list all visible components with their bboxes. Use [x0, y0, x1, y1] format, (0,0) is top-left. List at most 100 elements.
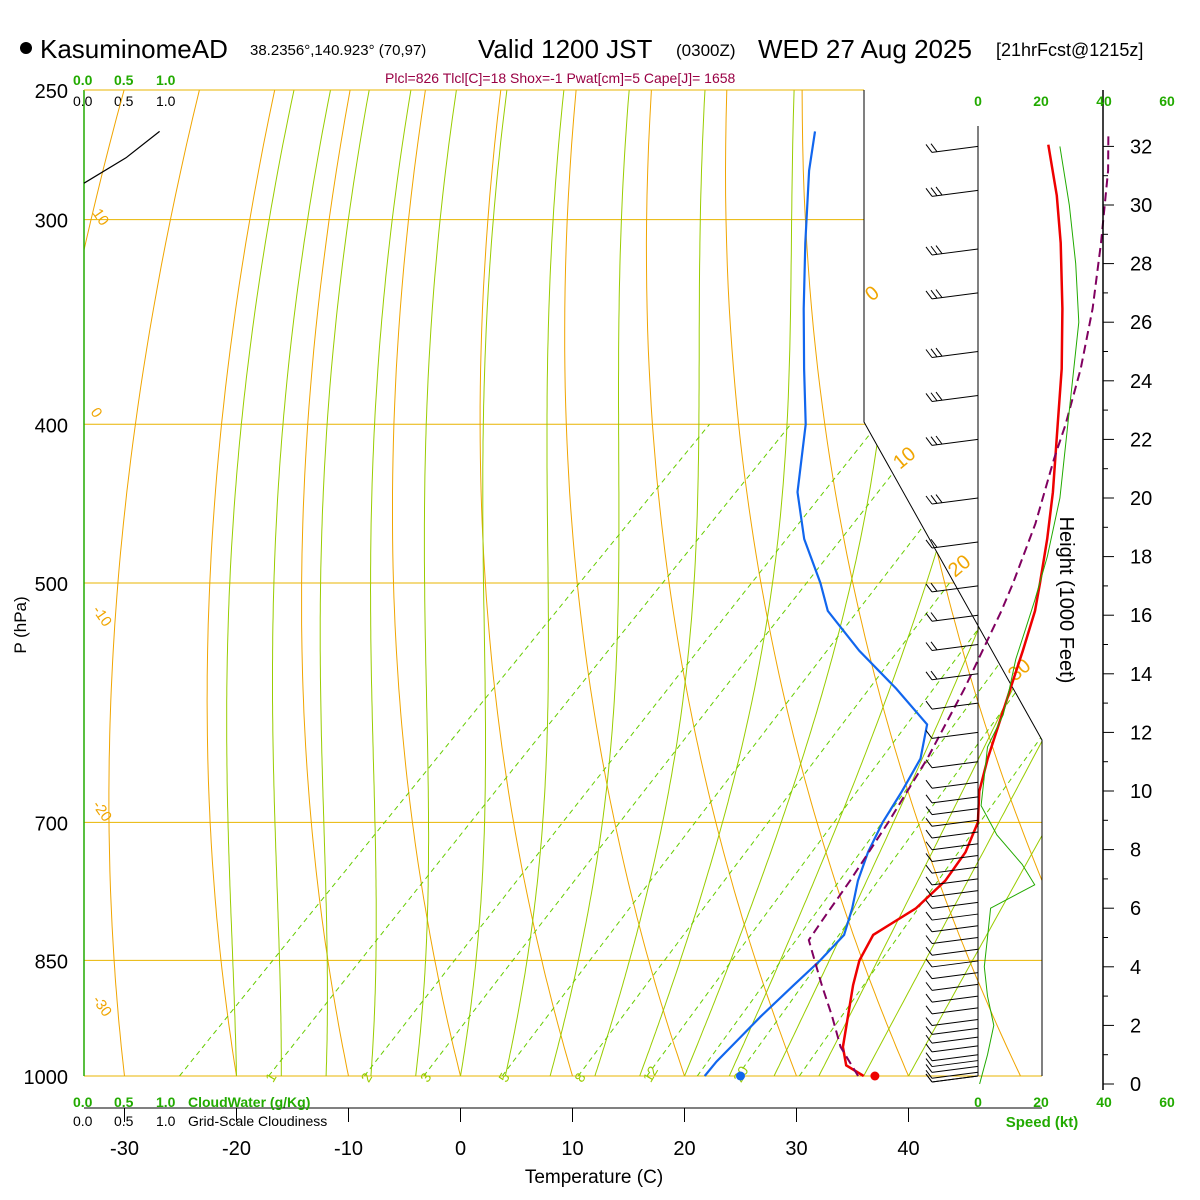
wind-barb-flag	[935, 435, 943, 445]
wind-scale-bottom-label: 0	[974, 1094, 982, 1110]
wind-barb-staff	[931, 438, 979, 446]
wind-barb-staff	[931, 866, 979, 874]
wind-barb-flag	[925, 1043, 933, 1053]
bottom-black-label-1: 0.5	[114, 1113, 134, 1129]
wind-barb-flag	[925, 888, 933, 897]
wind-barb-flag	[930, 538, 938, 548]
bottom-green-label-0: 0.0	[73, 1094, 93, 1110]
wind-barb-staff	[931, 960, 979, 968]
wind-barb-flag	[925, 1073, 933, 1083]
wind-barb-flag	[930, 143, 938, 152]
wind-barb-staff	[931, 854, 979, 862]
wind-barb-flag	[925, 539, 933, 549]
pressure-tick-label: 1000	[24, 1067, 69, 1089]
height-tick-label: 0	[1130, 1074, 1141, 1096]
wind-barb-flag	[925, 794, 933, 804]
height-tick-label: 18	[1130, 547, 1152, 569]
header-bullet	[20, 42, 32, 54]
height-tick-label: 22	[1130, 429, 1152, 451]
wind-barb	[925, 1034, 979, 1044]
mixing-ratio-line	[364, 423, 879, 1076]
dry-adiabat-line	[801, 90, 1021, 1076]
header-utc: (0300Z)	[676, 41, 736, 60]
wind-barb-staff	[931, 189, 979, 197]
dry-adiabat-label: 20	[944, 551, 975, 582]
wind-barb	[925, 970, 979, 980]
wind-barb-flag	[925, 876, 933, 886]
header-coords: 38.2356°,140.923° (70,97)	[250, 42, 426, 59]
wind-barb-flag	[925, 923, 933, 933]
dry-adiabats	[84, 61, 1200, 1076]
wind-barb-staff	[931, 843, 979, 851]
wind-barb-staff	[931, 1045, 979, 1053]
wind-barb-flag	[935, 347, 943, 357]
wind-barb-staff	[931, 614, 979, 622]
wind-barb-flag	[930, 670, 938, 680]
wind-barb	[925, 641, 979, 651]
bottom-green-label-2: 1.0	[156, 1094, 176, 1110]
x-tick-label: 20	[673, 1138, 695, 1160]
wind-barb-staff	[931, 913, 979, 921]
x-tick-label: 0	[455, 1138, 466, 1160]
dry-adiabat-line	[392, 90, 461, 1076]
wind-barb-staff	[931, 292, 979, 300]
bottom-black-label-2: 1.0	[156, 1113, 176, 1129]
wind-panel: 0020204040606002468101214161820222426283…	[925, 90, 1175, 1110]
top-green-label-0: 0.0	[73, 72, 93, 88]
wind-barb	[925, 612, 979, 622]
wind-barb-staff	[931, 1071, 979, 1079]
wind-barb-staff	[931, 761, 979, 769]
wind-barb	[925, 143, 979, 153]
wind-barb-flag	[925, 642, 933, 651]
mixing-ratio-line	[577, 423, 1042, 1076]
wind-barb	[925, 1052, 979, 1062]
dry-adiabat-line	[1175, 61, 1200, 1076]
wind-barb-flag	[925, 1052, 933, 1061]
height-axis-title: Height (1000 Feet)	[1055, 517, 1077, 684]
wind-barb-flag	[925, 700, 933, 710]
mixing-ratio-label: 12	[639, 1063, 661, 1085]
wind-barb-flag	[935, 289, 943, 298]
wind-barb-flag	[925, 829, 933, 839]
x-tick-label: -30	[110, 1138, 139, 1160]
wind-barb	[925, 1017, 979, 1027]
stability-indices: Plcl=826 Tlcl[C]=18 Shox=-1 Pwat[cm]=5 C…	[385, 70, 736, 86]
header-forecast: [21hrFcst@1215z]	[996, 40, 1143, 60]
wind-barb-flag	[925, 900, 933, 909]
wind-barb-flag	[930, 494, 938, 504]
wind-barb-staff	[931, 1027, 979, 1035]
pressure-tick-label: 300	[35, 211, 68, 233]
top-green-label-2: 1.0	[156, 72, 176, 88]
upper-adiabat-label: -30	[89, 993, 115, 1021]
wind-barb-flag	[925, 1017, 933, 1026]
wind-barb-flag	[930, 245, 938, 255]
wind-barb-staff	[931, 901, 979, 909]
wind-barb-flag	[925, 853, 933, 862]
wind-barb-flag	[930, 641, 938, 651]
upper-adiabat-label: -10	[89, 603, 115, 631]
wind-barb-staff	[931, 248, 979, 256]
header-date: WED 27 Aug 2025	[758, 34, 972, 64]
surface-dewpoint-dot	[736, 1071, 745, 1081]
wind-barb	[925, 1073, 979, 1083]
wind-barb-flag	[930, 289, 938, 299]
wind-barb-flag	[930, 436, 938, 446]
height-tick-label: 16	[1130, 605, 1152, 627]
wind-barb	[925, 923, 979, 933]
wind-barb-flag	[925, 290, 933, 300]
height-tick-label: 2	[1130, 1015, 1141, 1037]
wind-barb-flag	[925, 1005, 933, 1015]
wind-barb-flag	[925, 612, 933, 622]
wind-barb-staff	[931, 937, 979, 944]
wind-barb-staff	[931, 890, 979, 898]
moist-adiabat-line	[639, 90, 795, 1076]
mixing-ratio-lines	[179, 423, 1042, 1076]
mixing-ratio-line	[696, 424, 1042, 1076]
wind-barb-staff	[931, 1036, 979, 1044]
wind-barb	[925, 1026, 979, 1035]
wind-barb-flag	[925, 1058, 933, 1067]
wind-barb-staff	[931, 702, 979, 710]
wind-barb-flag	[925, 437, 933, 446]
pressure-tick-label: 500	[35, 574, 68, 596]
wind-scale-bottom-label: 40	[1096, 1094, 1112, 1110]
